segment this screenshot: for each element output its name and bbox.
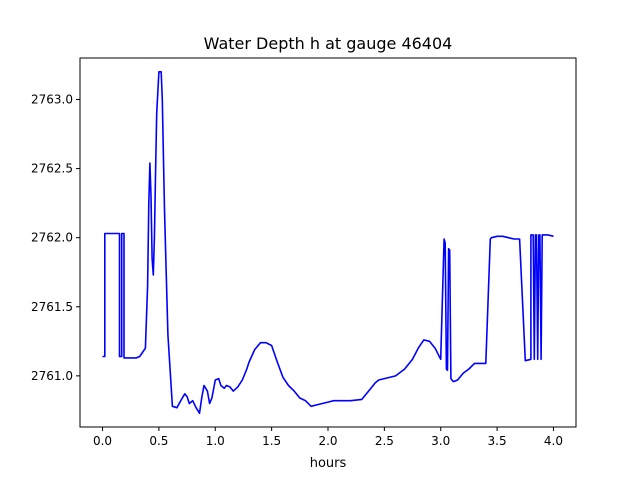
x-axis-ticks: 0.0 0.5 1.0 1.5 2.0 2.5 3.0 3.5 4.0	[93, 427, 563, 448]
plot-area	[102, 71, 554, 415]
y-tick-label: 2761.5	[31, 300, 73, 314]
x-tick-label: 1.5	[262, 434, 281, 448]
x-tick-label: 0.5	[149, 434, 168, 448]
x-tick-label: 3.0	[431, 434, 450, 448]
x-tick-label: 1.0	[206, 434, 225, 448]
series-line-0	[102, 71, 554, 415]
chart-title: Water Depth h at gauge 46404	[204, 34, 453, 53]
x-tick-label: 2.0	[318, 434, 337, 448]
axes-frame	[79, 57, 577, 428]
y-tick-label: 2763.0	[31, 92, 73, 106]
y-tick-label: 2762.5	[31, 162, 73, 176]
y-tick-label: 2761.0	[31, 369, 73, 383]
x-tick-label: 3.5	[488, 434, 507, 448]
x-tick-label: 4.0	[544, 434, 563, 448]
y-tick-label: 2762.0	[31, 231, 73, 245]
x-tick-label: 0.0	[93, 434, 112, 448]
y-axis-ticks: 2761.0 2761.5 2762.0 2762.5 2763.0	[31, 92, 80, 383]
x-axis-label: hours	[310, 456, 347, 471]
x-tick-label: 2.5	[375, 434, 394, 448]
